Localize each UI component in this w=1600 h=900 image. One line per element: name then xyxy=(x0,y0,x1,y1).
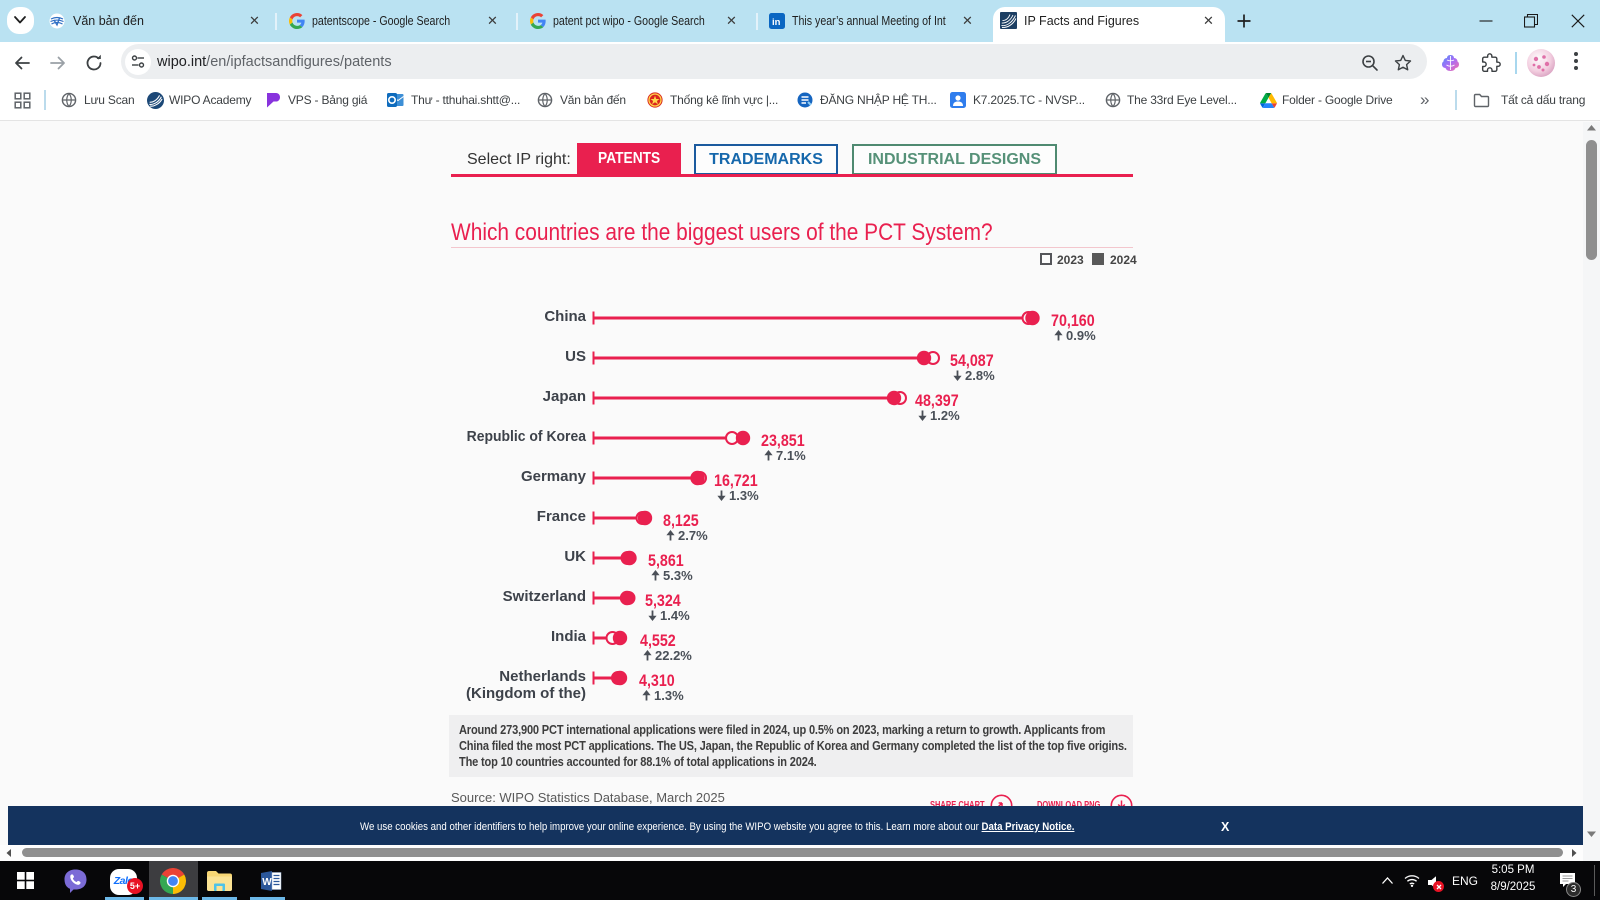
svg-text:W: W xyxy=(262,877,272,888)
svg-text:in: in xyxy=(772,17,781,28)
